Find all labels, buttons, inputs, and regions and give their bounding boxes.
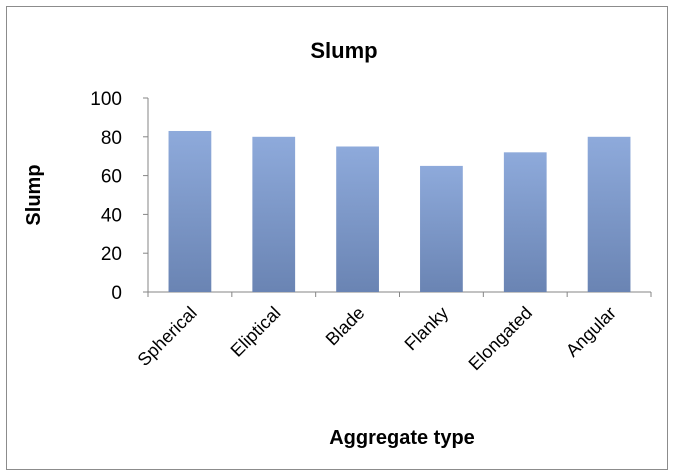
- x-category-label: Spherical: [134, 303, 201, 370]
- bar-spherical: [168, 130, 212, 292]
- y-tick-label: 20: [101, 244, 122, 265]
- x-axis-categories: Spherical Eliptical Blade Flanky Elongated An…: [134, 292, 652, 374]
- chart-title: Slump: [310, 38, 377, 63]
- y-tick-label: 80: [101, 128, 122, 149]
- y-axis-ticks: 0 20 40 60 80 100: [90, 89, 148, 304]
- bar-angular: [587, 136, 631, 292]
- bar-eliptical: [252, 136, 296, 292]
- y-tick-label: 40: [101, 205, 122, 226]
- y-tick-label: 0: [111, 283, 122, 304]
- x-category-label: Elongated: [465, 303, 536, 374]
- bar-flanky: [420, 165, 463, 292]
- x-category-label: Angular: [562, 303, 620, 361]
- bar-blade: [336, 146, 379, 292]
- x-category-label: Blade: [322, 303, 369, 350]
- bars: [168, 130, 631, 292]
- y-tick-label: 60: [101, 167, 122, 188]
- x-axis-label: Aggregate type: [329, 427, 475, 449]
- x-category-label: Eliptical: [227, 303, 285, 361]
- bar-elongated: [503, 152, 547, 292]
- x-category-label: Flanky: [401, 303, 453, 355]
- y-tick-label: 100: [90, 89, 122, 110]
- y-axis-label: Slump: [23, 164, 45, 225]
